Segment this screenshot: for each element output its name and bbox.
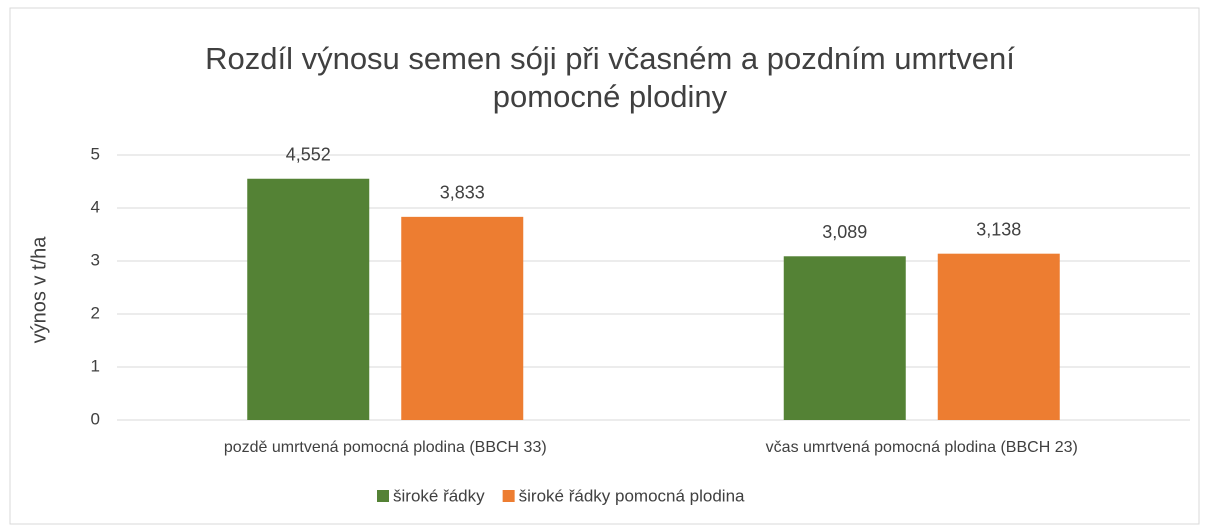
legend-label: široké řádky bbox=[393, 486, 485, 505]
value-label: 3,089 bbox=[822, 222, 867, 242]
y-tick-label: 1 bbox=[91, 356, 100, 375]
legend-label: široké řádky pomocná plodina bbox=[519, 486, 745, 505]
chart-title: Rozdíl výnosu semen sóji při včasném a p… bbox=[205, 41, 1015, 114]
y-tick-label: 5 bbox=[91, 144, 100, 163]
value-label: 3,833 bbox=[440, 183, 485, 203]
y-tick-label: 2 bbox=[91, 303, 100, 322]
chart-border bbox=[9, 7, 1200, 525]
y-tick-label: 0 bbox=[91, 409, 100, 428]
y-axis-label: výnos v t/ha bbox=[28, 236, 50, 344]
bar bbox=[937, 253, 1060, 420]
bar bbox=[247, 178, 370, 420]
value-label: 4,552 bbox=[286, 144, 331, 164]
y-tick-label: 4 bbox=[91, 197, 100, 216]
legend-swatch bbox=[502, 490, 515, 502]
y-tick-label: 3 bbox=[91, 250, 100, 269]
bar bbox=[783, 256, 906, 420]
x-tick-label: včas umrtvená pomocná plodina (BBCH 23) bbox=[766, 439, 1078, 456]
bar bbox=[401, 216, 524, 420]
value-label: 3,138 bbox=[976, 219, 1021, 239]
legend-swatch bbox=[377, 490, 389, 502]
x-tick-label: pozdě umrtvená pomocná plodina (BBCH 33) bbox=[224, 439, 547, 456]
